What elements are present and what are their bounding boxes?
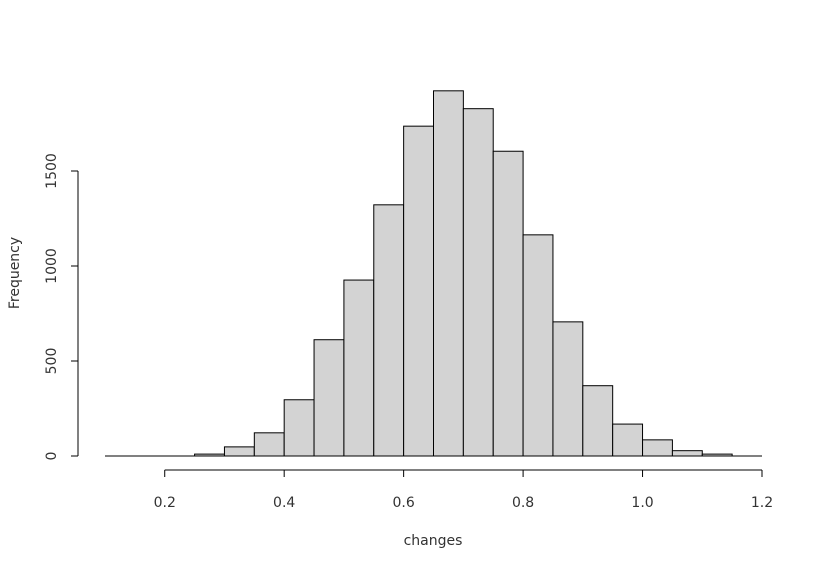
histogram-bar <box>283 399 315 457</box>
x-tick-label: 0.4 <box>273 495 295 511</box>
y-tick-label: 0 <box>44 452 60 461</box>
histogram-bar <box>313 339 345 457</box>
y-axis-title: Frequency <box>7 237 23 309</box>
histogram-bars <box>194 90 733 457</box>
x-axis-title: changes <box>404 533 463 549</box>
histogram-bar <box>343 279 375 457</box>
histogram-bar <box>552 321 584 457</box>
histogram-bar <box>642 439 673 457</box>
histogram-bar <box>433 90 464 457</box>
histogram-bar <box>522 234 554 457</box>
x-tick-label: 0.6 <box>393 495 415 511</box>
y-tick-label: 1000 <box>44 248 60 284</box>
x-tick-label: 1.0 <box>631 495 653 511</box>
histogram-bar <box>223 446 255 457</box>
histogram-bar <box>582 385 614 457</box>
histogram-bar <box>462 108 494 457</box>
histogram-bar <box>612 423 644 457</box>
histogram-bar <box>671 450 703 457</box>
y-tick-label: 1500 <box>44 153 60 189</box>
y-axis: 0 500 1000 1500 <box>44 153 79 461</box>
histogram-bar <box>253 432 285 457</box>
x-tick-label: 0.8 <box>512 495 534 511</box>
x-tick-label: 0.2 <box>154 495 176 511</box>
histogram-bar <box>403 125 435 457</box>
y-tick-label: 500 <box>44 348 60 375</box>
histogram-bar <box>492 150 524 457</box>
x-tick-label: 1.2 <box>751 495 773 511</box>
x-axis: 0.2 0.4 0.6 0.8 1.0 1.2 <box>154 469 773 511</box>
histogram-bar <box>373 204 405 457</box>
